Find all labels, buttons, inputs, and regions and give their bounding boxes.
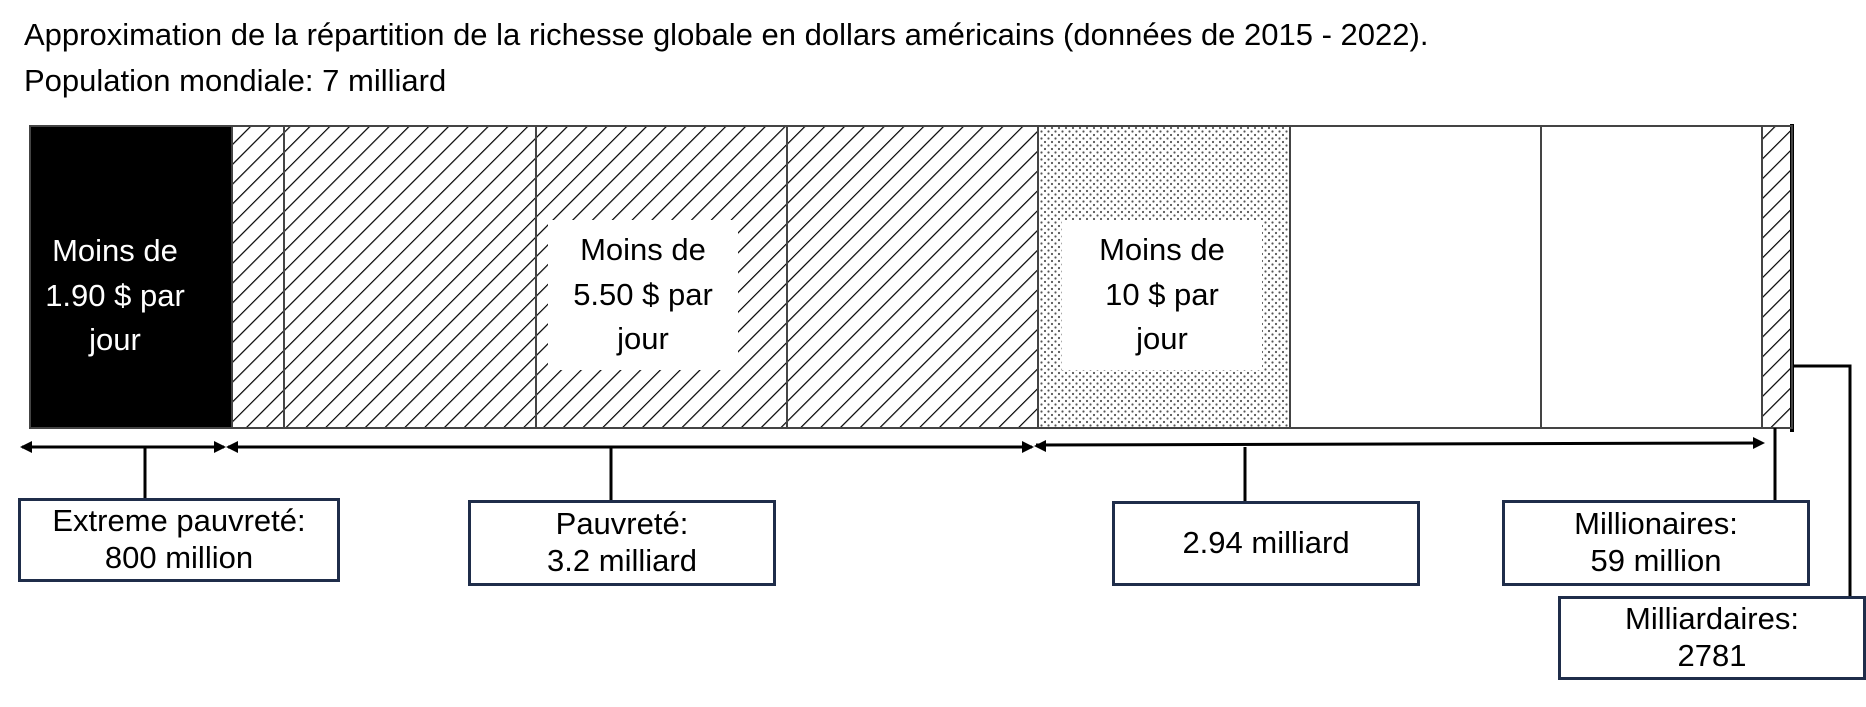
segment-label-poverty: Moins de 5.50 $ par jour: [548, 220, 738, 370]
segment-label-line: Moins de: [1099, 231, 1225, 267]
bar-cell-middle-2: [1540, 125, 1763, 429]
bar-outline: [29, 125, 1793, 429]
group-box-line: 800 million: [104, 540, 254, 575]
segment-label-under-10: Moins de 10 $ par jour: [1062, 220, 1262, 370]
segment-label-extreme-poverty: Moins de 1.90 $ par jour: [32, 228, 198, 364]
bar-cell-middle-1: [1289, 125, 1542, 429]
group-box-under-10: 2.94 milliard: [1112, 501, 1420, 586]
group-box-line: 2.94 milliard: [1182, 525, 1350, 561]
segment-label-line: jour: [89, 322, 141, 358]
segment-label-line: 10 $ par: [1105, 276, 1219, 312]
segment-label-line: 5.50 $ par: [573, 276, 713, 312]
group-box-millionaires: Millionaires: 59 million: [1502, 500, 1810, 586]
group-box-line: Milliardaires:: [1625, 601, 1799, 637]
bar-cell-poverty-1: [231, 125, 285, 429]
group-box-line: Pauvreté:: [555, 506, 689, 542]
bar-cell-poverty-4: [786, 125, 1039, 429]
group-box-line: 2781: [1677, 638, 1747, 673]
segment-label-line: jour: [617, 321, 669, 357]
bar-cell-poverty-2: [283, 125, 537, 429]
segment-label-line: jour: [1136, 321, 1188, 357]
group-box-line: 59 million: [1590, 543, 1722, 578]
bar-cell-millionaires: [1761, 125, 1793, 429]
world-population-label: Population mondiale: 7 milliard: [24, 63, 447, 98]
group-box-line: 3.2 milliard: [547, 543, 697, 578]
segment-label-line: Moins de: [52, 232, 178, 268]
segment-label-line: Moins de: [580, 231, 706, 267]
diagram-title: Approximation de la répartition de la ri…: [24, 17, 1429, 52]
group-box-line: Millionaires:: [1574, 506, 1738, 542]
segment-label-line: 1.90 $ par: [45, 277, 185, 313]
group-box-line: Extreme pauvreté:: [52, 503, 306, 539]
group-box-poverty: Pauvreté: 3.2 milliard: [468, 500, 776, 586]
bar-cell-extreme-poverty: [30, 126, 232, 428]
group-box-extreme-poverty: Extreme pauvreté: 800 million: [18, 498, 340, 582]
range-arrow-under-10: [1035, 441, 1763, 447]
group-box-billionaires: Milliardaires: 2781: [1558, 596, 1866, 680]
